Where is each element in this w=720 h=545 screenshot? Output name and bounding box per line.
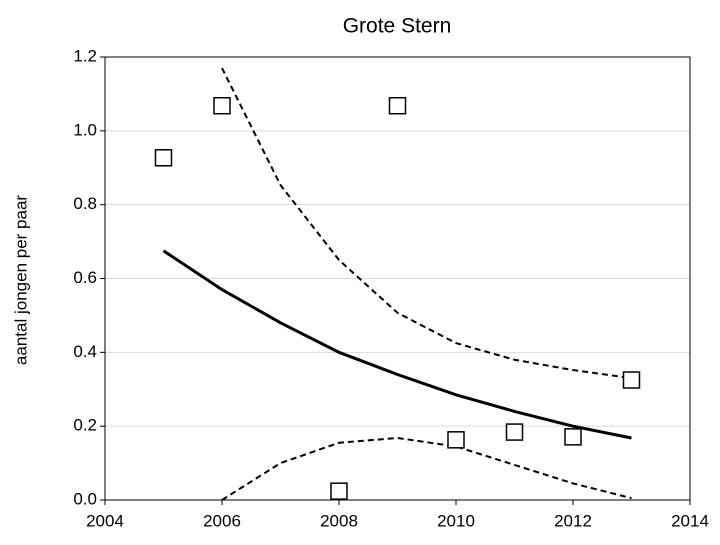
point [622,371,641,389]
point [564,428,582,446]
x-tick-label: 2014 [671,511,709,530]
line-series [162,249,632,440]
y-tick-label: 0.8 [73,194,97,213]
y-tick-label: 1.0 [73,120,97,139]
y-tick-label: 0.2 [73,416,97,435]
point [213,96,231,115]
point [505,423,524,441]
y-axis-label: aantal jongen per paar [11,195,30,365]
point [447,431,465,449]
y-tick-label: 0.4 [73,342,97,361]
plot-area [162,67,632,500]
x-tick-label: 2006 [203,511,241,530]
y-tick-label: 0.0 [73,489,97,508]
y-tick-label: 1.2 [73,46,97,65]
x-tick-label: 2012 [554,511,592,530]
point [330,482,348,500]
x-tick-label: 2008 [320,511,358,530]
plot-frame [104,56,691,501]
chart-title: Grote Stern [343,15,452,38]
line-series [221,67,632,380]
x-tick-label: 2010 [437,511,475,530]
point [154,149,173,167]
y-tick-label: 0.6 [73,268,97,287]
x-tick-label: 2004 [86,511,124,530]
point [388,96,407,115]
line-series [221,436,632,500]
